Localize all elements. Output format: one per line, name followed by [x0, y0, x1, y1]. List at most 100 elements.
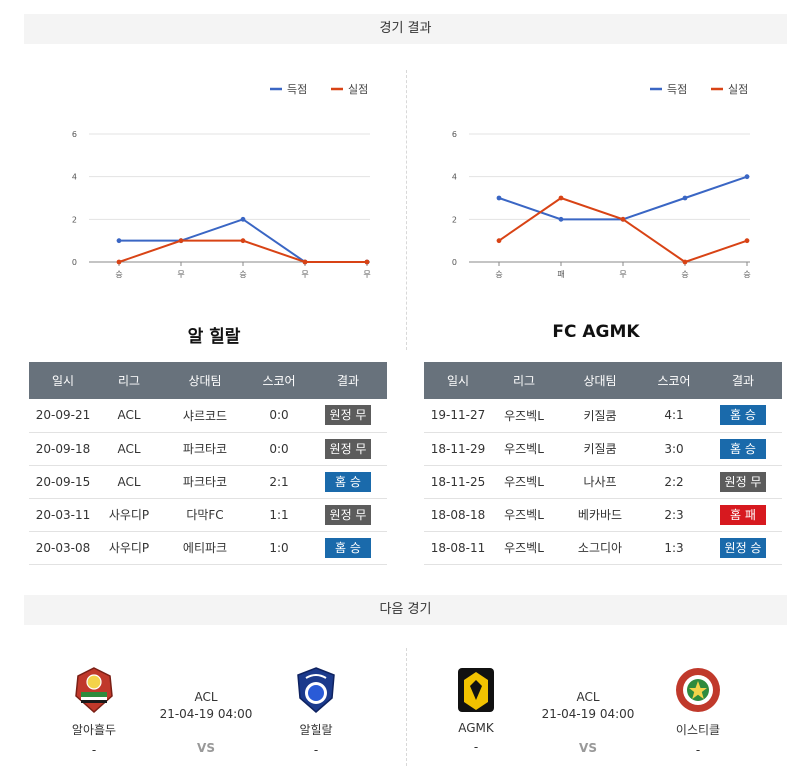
- data-point: [116, 259, 122, 265]
- right-team-form-chart: 0 2 4 6 승 패 무 승 승 득점 실점: [452, 83, 751, 279]
- cell-date: 18-08-18: [424, 498, 492, 532]
- cell-date: 20-09-21: [29, 399, 97, 433]
- cell-date: 20-03-11: [29, 498, 97, 532]
- y-tick-label: 6: [72, 130, 77, 139]
- cell-league: 우즈벡L: [492, 465, 556, 499]
- result-badge: 원정 승: [720, 537, 766, 558]
- away-team[interactable]: 이스티클 -: [648, 666, 748, 757]
- cell-result: 홈 승: [309, 531, 387, 565]
- legend-label: 득점: [667, 83, 687, 96]
- cell-result: 홈 승: [309, 465, 387, 499]
- cell-score: 1:3: [644, 531, 704, 565]
- data-point: [116, 238, 122, 244]
- result-badge: 원정 무: [325, 438, 371, 459]
- table-row: 20-09-21 ACL 샤르코드 0:0 원정 무: [29, 399, 387, 433]
- left-team-form-chart: 0 2 4 6 승 무 승 무 무 득점 실점: [72, 83, 371, 279]
- results-section-title: 경기 결과: [24, 14, 787, 44]
- cell-score: 0:0: [249, 432, 309, 466]
- legend-label: 득점: [287, 83, 307, 96]
- series-line-scored: [498, 175, 748, 221]
- cell-opponent: 키질쿰: [556, 399, 644, 433]
- result-badge: 홈 승: [325, 471, 371, 492]
- header-opponent: 상대팀: [161, 362, 249, 399]
- header-result: 결과: [309, 362, 387, 399]
- home-team-sub: -: [473, 740, 479, 754]
- cell-result: 홈 패: [704, 498, 782, 532]
- data-point: [496, 195, 502, 201]
- data-point: [364, 259, 370, 265]
- cell-score: 2:2: [644, 465, 704, 499]
- x-tick-label: 무: [363, 270, 370, 279]
- next-match-divider: [406, 648, 407, 766]
- away-team[interactable]: 알힐랄 -: [266, 666, 366, 757]
- cell-league: ACL: [97, 432, 161, 466]
- table-row: 19-11-27 우즈벡L 키질쿰 4:1 홈 승: [424, 399, 782, 433]
- cell-opponent: 파크타코: [161, 432, 249, 466]
- cell-date: 18-08-11: [424, 531, 492, 565]
- data-point: [744, 238, 750, 244]
- table-row: 18-08-11 우즈벡L 소그디아 1:3 원정 승: [424, 531, 782, 565]
- series-line-conceded: [118, 239, 367, 263]
- agmk-logo: [452, 666, 500, 714]
- cell-date: 20-09-18: [29, 432, 97, 466]
- data-point: [240, 216, 246, 222]
- header-date: 일시: [29, 362, 97, 399]
- table-row: 18-11-25 우즈벡L 나사프 2:2 원정 무: [424, 465, 782, 499]
- cell-league: 우즈벡L: [492, 531, 556, 565]
- home-team[interactable]: AGMK -: [426, 666, 526, 754]
- result-badge: 원정 무: [720, 471, 766, 492]
- cell-opponent: 파크타코: [161, 465, 249, 499]
- header-date: 일시: [424, 362, 492, 399]
- data-point: [682, 259, 688, 265]
- table-header-row: 일시 리그 상대팀 스코어 결과: [29, 362, 387, 399]
- cell-score: 0:0: [249, 399, 309, 433]
- cell-date: 19-11-27: [424, 399, 492, 433]
- home-team-name: AGMK: [458, 721, 494, 735]
- match-datetime: 21-04-19 04:00: [541, 707, 635, 721]
- vs-label: VS: [579, 741, 597, 755]
- header-result: 결과: [704, 362, 782, 399]
- cell-score: 2:3: [644, 498, 704, 532]
- vs-label: VS: [197, 741, 215, 755]
- header-league: 리그: [492, 362, 556, 399]
- cell-score: 4:1: [644, 399, 704, 433]
- cell-result: 원정 무: [309, 432, 387, 466]
- cell-score: 1:0: [249, 531, 309, 565]
- result-badge: 홈 승: [720, 438, 766, 459]
- result-badge: 홈 패: [720, 504, 766, 525]
- cell-result: 홈 승: [704, 399, 782, 433]
- next-match-section-title: 다음 경기: [24, 595, 787, 625]
- cell-league: 우즈벡L: [492, 399, 556, 433]
- x-tick-label: 승: [239, 270, 246, 279]
- header-league: 리그: [97, 362, 161, 399]
- cell-score: 2:1: [249, 465, 309, 499]
- next-match-card-left[interactable]: 알아흘두 - ACL 21-04-19 04:00 VS 알힐랄 -: [24, 660, 404, 770]
- y-tick-label: 0: [452, 258, 457, 267]
- result-badge: 홈 승: [325, 537, 371, 558]
- home-team[interactable]: 알아흘두 -: [44, 666, 144, 757]
- table-row: 18-11-29 우즈벡L 키질쿰 3:0 홈 승: [424, 432, 782, 466]
- cell-opponent: 소그디아: [556, 531, 644, 565]
- right-team-results-table: 일시 리그 상대팀 스코어 결과 19-11-27 우즈벡L 키질쿰 4:1 홈 승 18…: [424, 362, 782, 565]
- data-point: [620, 216, 626, 222]
- shabab-al-ahli-logo: [70, 666, 118, 714]
- right-team-title: FC AGMK: [552, 322, 640, 342]
- y-tick-label: 6: [452, 130, 457, 139]
- away-team-name: 이스티클: [675, 723, 721, 737]
- cell-score: 1:1: [249, 498, 309, 532]
- away-team-sub: -: [313, 743, 319, 757]
- x-tick-label: 승: [743, 270, 750, 279]
- cell-score: 3:0: [644, 432, 704, 466]
- data-point: [558, 195, 564, 201]
- table-row: 20-03-11 사우디P 다막FC 1:1 원정 무: [29, 498, 387, 532]
- data-point: [178, 238, 184, 244]
- data-point: [558, 216, 564, 222]
- match-league: ACL: [576, 690, 600, 704]
- cell-date: 18-11-25: [424, 465, 492, 499]
- cell-opponent: 샤르코드: [161, 399, 249, 433]
- next-match-card-right[interactable]: AGMK - ACL 21-04-19 04:00 VS 이스티클 -: [406, 660, 786, 770]
- cell-league: 사우디P: [97, 498, 161, 532]
- results-divider: [406, 70, 407, 350]
- match-info: ACL 21-04-19 04:00 VS: [526, 690, 650, 755]
